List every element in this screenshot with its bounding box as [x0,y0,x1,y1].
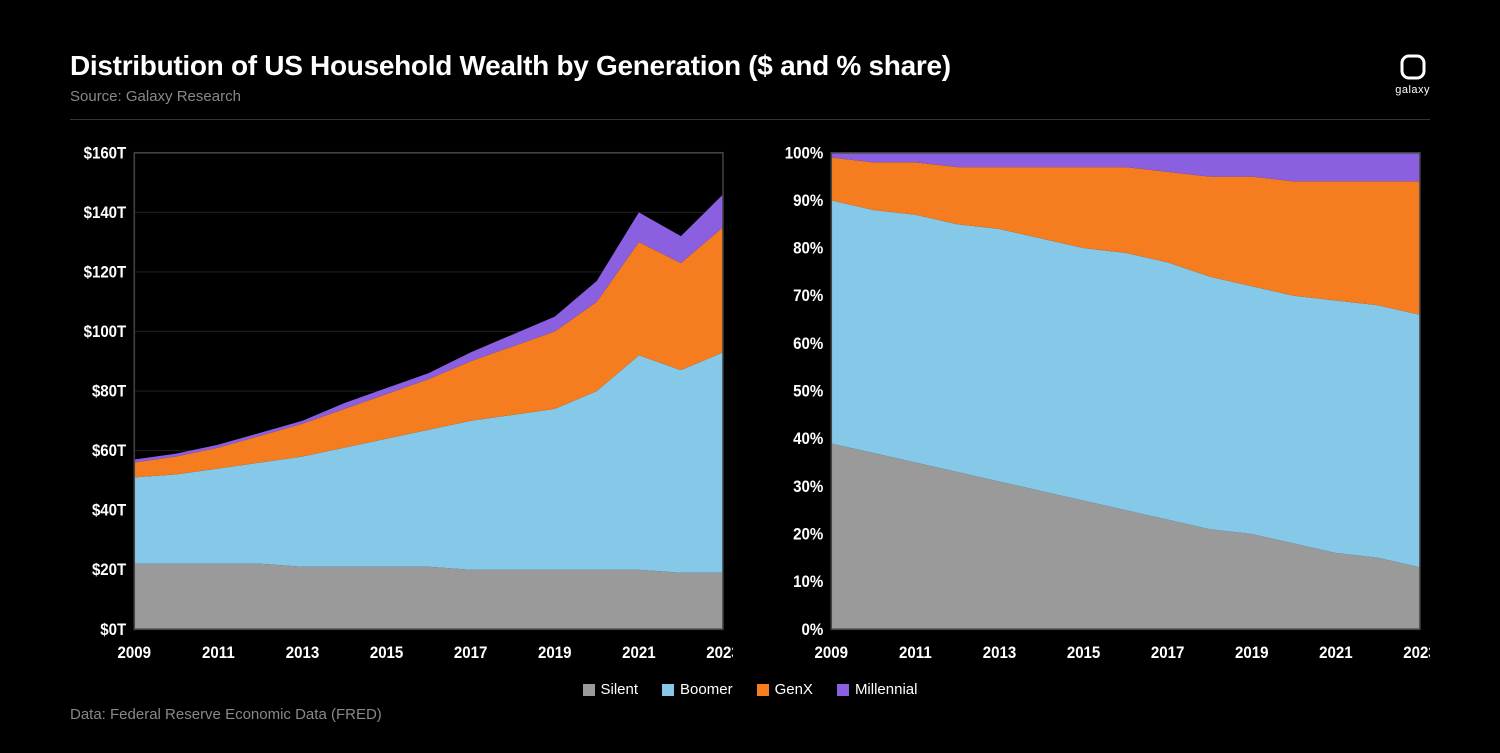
svg-text:2011: 2011 [899,644,932,662]
legend-swatch [837,684,849,696]
svg-text:2009: 2009 [815,644,849,662]
legend-item-genx: GenX [757,681,813,698]
charts-row: $0T $20T $40T $60T $80T $100T $120T $140T $160T 2… [70,144,1430,671]
legend-swatch [757,684,769,696]
source-line: Source: Galaxy Research [70,88,1395,105]
legend-label: GenX [775,681,813,698]
svg-text:80%: 80% [793,240,823,258]
svg-text:$20T: $20T [92,562,127,580]
legend-swatch [583,684,595,696]
svg-text:2023: 2023 [1403,644,1430,662]
svg-text:$40T: $40T [92,502,127,520]
svg-text:2023: 2023 [706,644,733,662]
svg-text:2013: 2013 [286,644,320,662]
svg-text:30%: 30% [793,478,823,496]
data-attribution: Data: Federal Reserve Economic Data (FRE… [70,706,1430,723]
brand-name: galaxy [1395,84,1430,96]
svg-text:$140T: $140T [84,204,127,222]
svg-text:$80T: $80T [92,383,127,401]
page-title: Distribution of US Household Wealth by G… [70,50,1395,82]
svg-text:0%: 0% [801,621,823,639]
legend-item-millennial: Millennial [837,681,918,698]
svg-text:2015: 2015 [370,644,404,662]
svg-text:10%: 10% [793,574,823,592]
brand-logo: galaxy [1395,50,1430,96]
legend-item-silent: Silent [583,681,639,698]
svg-text:60%: 60% [793,335,823,353]
svg-text:20%: 20% [793,526,823,544]
legend: Silent Boomer GenX Millennial [70,681,1430,698]
svg-text:2021: 2021 [1319,644,1353,662]
legend-label: Millennial [855,681,918,698]
svg-text:2013: 2013 [983,644,1017,662]
galaxy-logo-icon [1398,52,1428,82]
legend-item-boomer: Boomer [662,681,733,698]
svg-text:100%: 100% [785,145,823,163]
svg-text:90%: 90% [793,192,823,210]
legend-label: Boomer [680,681,733,698]
svg-text:2009: 2009 [118,644,152,662]
svg-text:70%: 70% [793,288,823,306]
svg-text:$100T: $100T [84,323,127,341]
svg-text:$160T: $160T [84,145,127,163]
svg-text:40%: 40% [793,431,823,449]
svg-text:2019: 2019 [538,644,572,662]
svg-text:2015: 2015 [1067,644,1101,662]
chart-percent: 0% 10% 20% 30% 40% 50% 60% 70% 80% 90% 100% 2009 201… [767,144,1430,671]
svg-text:$0T: $0T [100,621,126,639]
legend-label: Silent [601,681,639,698]
svg-text:2011: 2011 [202,644,235,662]
title-block: Distribution of US Household Wealth by G… [70,50,1395,105]
legend-swatch [662,684,674,696]
svg-text:$120T: $120T [84,264,127,282]
svg-text:$60T: $60T [92,443,127,461]
chart-dollars: $0T $20T $40T $60T $80T $100T $120T $140T $160T 2… [70,144,733,671]
svg-text:50%: 50% [793,383,823,401]
svg-text:2017: 2017 [1151,644,1185,662]
header: Distribution of US Household Wealth by G… [70,50,1430,120]
svg-text:2017: 2017 [454,644,488,662]
svg-text:2021: 2021 [622,644,656,662]
svg-text:2019: 2019 [1235,644,1269,662]
chart-container: Distribution of US Household Wealth by G… [0,0,1500,753]
